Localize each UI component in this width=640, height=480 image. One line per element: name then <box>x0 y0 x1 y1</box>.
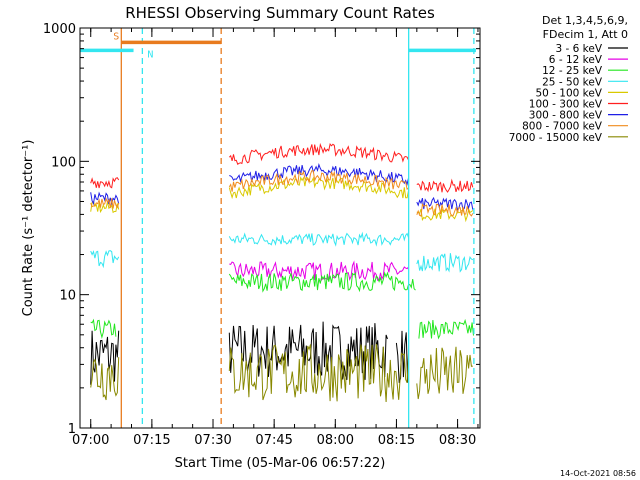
series-line <box>416 196 474 211</box>
series-line <box>90 200 120 214</box>
series-line <box>416 253 474 273</box>
y-tick-label: 10 <box>59 289 76 304</box>
x-axis: 07:00 07:15 07:30 07:45 08:00 08:15 08:30 <box>72 28 479 448</box>
legend-entry: 25 - 50 keV <box>542 76 603 88</box>
y-axis: 1 10 100 1000 <box>43 22 480 437</box>
x-tick-label: 07:15 <box>133 433 170 448</box>
chart-title: RHESSI Observing Summary Count Rates <box>125 4 435 22</box>
series-line <box>229 163 409 186</box>
legend-header: FDecim 1, Att 0 <box>543 28 628 41</box>
legend-entry: 3 - 6 keV <box>555 43 602 55</box>
flag-label: S <box>113 31 119 42</box>
legend: Det 1,3,4,5,6,9,FDecim 1, Att 0 3 - 6 keV… <box>509 14 628 144</box>
legend-header: Det 1,3,4,5,6,9, <box>542 14 628 27</box>
flag-bars: SN <box>80 31 476 60</box>
flag-label: N <box>147 49 153 60</box>
series-line <box>228 271 416 293</box>
timestamp: 14-Oct-2021 08:56 <box>560 469 636 478</box>
series-line <box>90 330 120 385</box>
series-line <box>90 177 120 189</box>
legend-entry: 300 - 800 keV <box>529 110 603 122</box>
x-tick-label: 08:00 <box>317 433 354 448</box>
legend-entry: 800 - 7000 keV <box>522 121 603 133</box>
series-line <box>228 231 409 247</box>
x-axis-label: Start Time (05-Mar-06 06:57:22) <box>175 456 386 471</box>
series-line <box>395 330 409 384</box>
legend-entry: 50 - 100 keV <box>535 87 602 99</box>
data-layer <box>90 142 474 403</box>
x-tick-label: 07:45 <box>255 433 292 448</box>
y-tick-label: 1000 <box>43 22 76 37</box>
plot-frame <box>79 27 481 429</box>
series-line <box>90 318 117 339</box>
series-line <box>90 197 120 209</box>
series-line <box>416 203 474 217</box>
y-tick-label: 100 <box>51 155 76 170</box>
y-axis-label: Count Rate (s⁻¹ detector⁻¹) <box>21 140 36 317</box>
series-line <box>228 176 409 200</box>
series-line <box>90 250 120 269</box>
series-line <box>228 170 409 192</box>
x-tick-label: 07:30 <box>194 433 231 448</box>
time-markers <box>120 28 475 428</box>
x-tick-label: 08:30 <box>439 433 476 448</box>
legend-entry: 100 - 300 keV <box>529 99 603 111</box>
series-line <box>228 343 409 403</box>
legend-entry: 6 - 12 keV <box>549 54 603 66</box>
y-tick-label: 1 <box>68 422 76 437</box>
legend-entry: 7000 - 15000 keV <box>509 132 603 144</box>
series-line <box>416 178 474 193</box>
x-tick-label: 07:00 <box>72 433 109 448</box>
legend-entry: 12 - 25 keV <box>542 65 603 77</box>
series-line <box>90 191 120 206</box>
x-tick-label: 08:15 <box>378 433 415 448</box>
series-line <box>228 142 409 165</box>
series-line <box>90 357 120 401</box>
series-line <box>228 321 388 381</box>
series-line <box>418 318 474 340</box>
series-line <box>416 346 473 400</box>
